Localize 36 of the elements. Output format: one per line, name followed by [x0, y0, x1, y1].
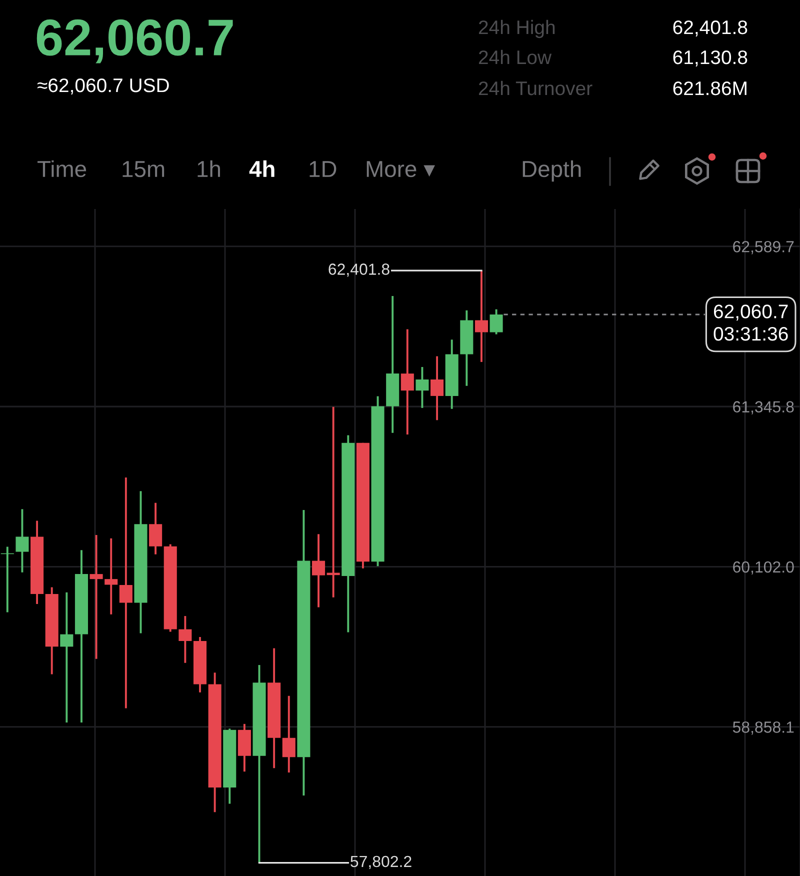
candlestick — [104, 537, 118, 616]
annotation: 62,401.8 — [328, 264, 390, 277]
text: 1D — [310, 161, 336, 177]
text: 24h Turnover — [478, 80, 592, 96]
candlestick — [149, 502, 162, 556]
text: 24h High — [478, 20, 555, 38]
y-tick-label: 62,589.7 — [733, 241, 794, 254]
candlestick — [119, 476, 132, 710]
y-tick-label: 61,345.8 — [733, 401, 794, 414]
y-tick-label: 60,102.0 — [733, 561, 794, 575]
ref-line-label: 62,060.7 03:31:36 — [714, 304, 788, 341]
text: 15m — [122, 161, 164, 178]
y-tick-label: 58,858.1 — [732, 722, 794, 735]
candlestick — [60, 591, 74, 724]
candlestick — [312, 533, 326, 608]
candlestick — [282, 694, 296, 774]
text: 1h — [198, 160, 220, 177]
text: 621.86M — [673, 81, 746, 96]
text: Time — [38, 160, 86, 178]
candlestick — [490, 308, 503, 336]
annotation: 57,802.2 — [350, 856, 412, 870]
text: 4h — [249, 160, 274, 177]
candlestick — [430, 355, 444, 422]
candlestick — [90, 534, 103, 660]
text: 62,401.8 — [673, 20, 748, 37]
candlestick — [16, 508, 29, 574]
text: 61,130.8 — [673, 50, 748, 67]
candlestick — [400, 328, 414, 436]
text: More ▾ — [366, 161, 436, 178]
candlestick — [474, 270, 488, 363]
chart-subtitle: ≈62,060.7 USD — [38, 78, 169, 95]
candlestick — [416, 366, 429, 409]
chart-title: 62,060.7 — [36, 19, 233, 64]
text: 24h Low — [478, 50, 552, 64]
text: Depth — [522, 160, 581, 182]
candlestick — [178, 615, 192, 664]
